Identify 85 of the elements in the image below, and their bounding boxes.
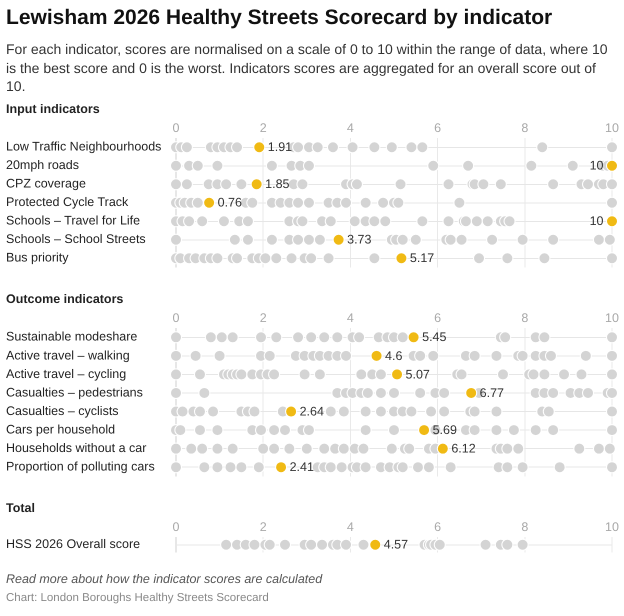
data-label: 5.69 — [432, 423, 457, 438]
x-tick-label: 6 — [434, 120, 442, 135]
x-tick-label: 8 — [521, 310, 528, 325]
point — [264, 538, 276, 551]
data-label: 4.57 — [384, 538, 408, 552]
point — [606, 160, 618, 172]
point — [305, 538, 318, 551]
x-tick-label: 2 — [260, 520, 267, 534]
y-tick-label: Households without a car — [6, 441, 146, 456]
data-label: 0.76 — [218, 196, 242, 210]
y-tick-label: Schools – Travel for Life — [6, 214, 140, 228]
annotation: Read more about how the indicator scores are calculated — [6, 571, 324, 587]
y-tick-label: Active travel – cycling — [6, 366, 126, 381]
data-label: 2.41 — [290, 460, 314, 474]
x-tick-label: 0 — [172, 120, 180, 135]
point — [340, 538, 352, 551]
point — [408, 331, 420, 344]
x-tick-label: 8 — [521, 520, 528, 534]
y-axis-title: Outcome indicators — [6, 292, 124, 307]
point — [370, 350, 383, 362]
y-tick-label: CPZ coverage — [6, 176, 86, 191]
point — [391, 368, 404, 380]
point — [357, 538, 370, 551]
y-tick-label: Proportion of polluting cars — [6, 460, 155, 474]
data-label: 3.73 — [347, 232, 372, 247]
x-tick-label: 4 — [346, 310, 354, 325]
point — [395, 252, 408, 264]
x-tick-label: 8 — [521, 120, 528, 135]
point — [253, 141, 266, 154]
point — [434, 538, 446, 551]
point — [316, 538, 328, 551]
x-tick-label: 6 — [434, 310, 442, 325]
y-tick-label: Cars per household — [6, 422, 116, 437]
data-label: 5.45 — [422, 330, 446, 344]
annotation: Chart: London Boroughs Healthy Streets Scorecard — [6, 591, 270, 606]
point — [436, 442, 449, 455]
y-axis-title: Total — [6, 501, 36, 516]
point — [285, 406, 298, 418]
x-tick-label: 2 — [260, 120, 267, 135]
point — [332, 234, 345, 246]
chart-title: Lewisham 2026 Healthy Streets Scorecard by indicator — [6, 5, 554, 31]
point — [250, 178, 263, 190]
y-tick-label: Casualties – pedestrians — [6, 385, 143, 400]
y-tick-label: Protected Cycle Track — [6, 195, 130, 210]
x-tick-label: 0 — [172, 310, 180, 325]
point — [418, 424, 430, 436]
x-tick-label: 2 — [260, 310, 267, 325]
x-tick-label: 10 — [605, 310, 619, 325]
data-label: 10 — [590, 214, 604, 228]
y-tick-label: Schools – School Streets — [6, 232, 146, 246]
y-tick-label: Bus priority — [6, 250, 70, 265]
y-axis-title: Input indicators — [6, 102, 101, 117]
chart-subtitle: For each indicator, scores are normalised on a scale of 0 to 10 within the range of data, where 10 is the best score and 0 is the worst. Indicators scores are aggregated for an overall score out of 10. — [6, 40, 609, 96]
data-label: 5.17 — [410, 251, 434, 266]
point — [369, 538, 382, 551]
x-tick-label: 10 — [605, 520, 619, 534]
y-tick-label: Casualties – cyclists — [6, 404, 119, 418]
x-tick-label: 4 — [346, 120, 354, 135]
point — [480, 538, 492, 551]
y-tick-label: HSS 2026 Overall score — [6, 537, 140, 552]
x-tick-label: 6 — [434, 520, 442, 534]
data-label: 6.12 — [451, 442, 476, 456]
data-label: 1.85 — [265, 177, 290, 192]
point — [248, 538, 260, 551]
data-label: 4.6 — [385, 348, 402, 363]
data-label: 10 — [590, 158, 604, 173]
data-label: 5.07 — [406, 367, 430, 382]
point — [516, 538, 529, 551]
data-label: 2.64 — [300, 404, 324, 418]
x-tick-label: 10 — [605, 120, 619, 135]
x-tick-label: 0 — [172, 520, 180, 534]
point — [275, 461, 288, 474]
y-tick-label: Low Traffic Neighbourhoods — [6, 140, 162, 154]
point — [501, 538, 514, 551]
data-label: 1.91 — [268, 140, 292, 154]
y-tick-label: 20mph roads — [6, 158, 79, 172]
point — [203, 196, 216, 209]
y-tick-label: Sustainable modeshare — [6, 330, 138, 344]
point — [279, 538, 291, 551]
y-tick-label: Active travel – walking — [6, 348, 130, 362]
point — [606, 215, 618, 228]
point — [220, 538, 232, 551]
point — [465, 386, 478, 399]
x-tick-label: 4 — [346, 520, 354, 534]
data-label: 6.77 — [480, 386, 504, 400]
